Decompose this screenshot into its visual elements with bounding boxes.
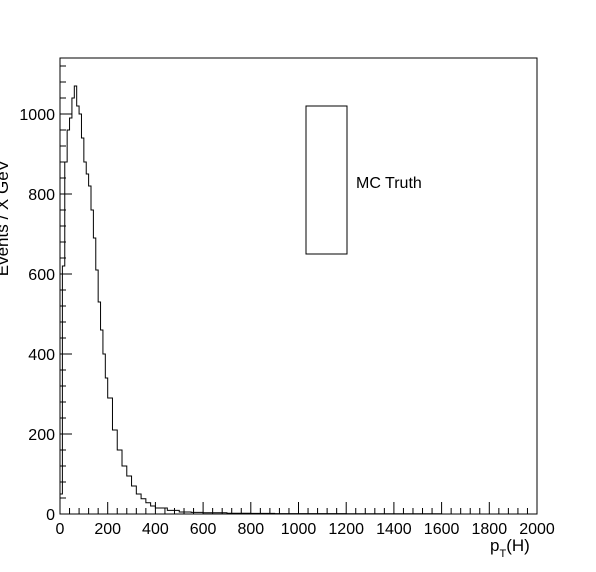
x-tick-label: 400 [142,521,169,538]
minor-ticks [60,65,528,514]
y-tick-label: 0 [46,507,55,524]
x-tick-label: 1600 [424,521,460,538]
legend-entry-mc-truth: MC Truth [356,175,422,192]
tick-labels: 0 200 400 600 800 1000 1200 1400 1600 1800 2000 0 20… [19,107,554,538]
y-tick-label: 200 [28,427,55,444]
x-tick-label: 1000 [281,521,317,538]
x-tick-label: 2000 [519,521,555,538]
x-tick-label: 800 [237,521,264,538]
x-tick-label: 0 [56,521,65,538]
x-tick-label: 1200 [328,521,364,538]
legend-box [305,105,348,255]
y-axis-label: Events / X GeV [0,159,12,276]
x-tick-label: 600 [190,521,217,538]
major-ticks [59,113,538,515]
x-tick-label: 1400 [376,521,412,538]
y-tick-label: 400 [28,347,55,364]
x-tick-label: 1800 [472,521,508,538]
y-tick-label: 1000 [19,107,55,124]
series-line-mc-truth [60,85,537,515]
y-tick-label: 600 [28,267,55,284]
y-tick-label: 800 [28,187,55,204]
x-tick-label: 200 [94,521,121,538]
x-axis-label: pT(H) [490,536,530,560]
plot-frame [59,57,538,515]
